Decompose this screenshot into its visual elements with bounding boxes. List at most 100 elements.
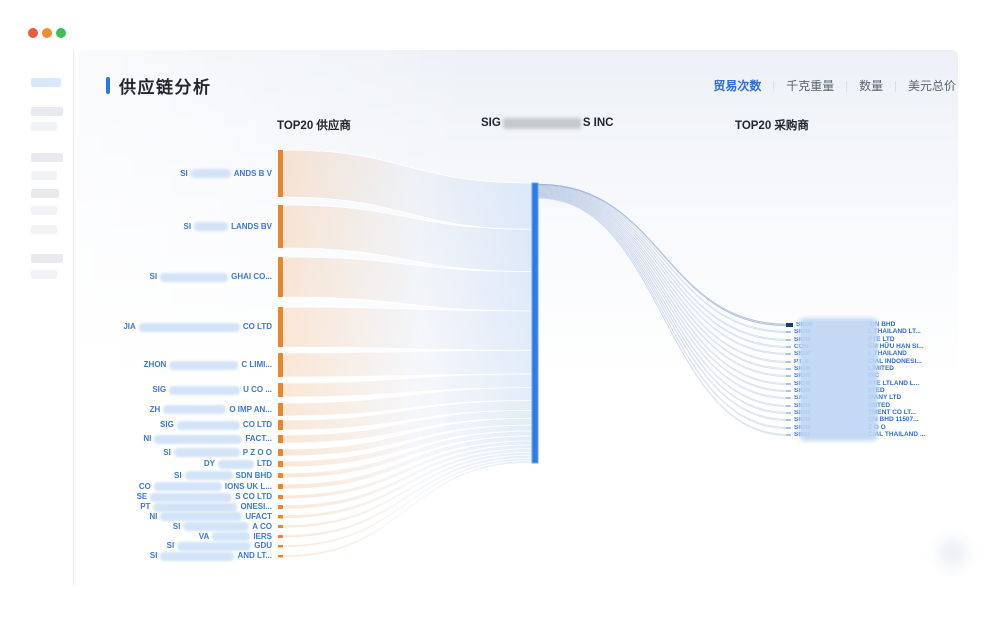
tab-metric-0[interactable]: 贸易次数 <box>713 79 762 93</box>
minimize-dot-icon[interactable] <box>42 28 52 38</box>
supplier-redaction-mask <box>218 459 255 469</box>
sidebar-item-1[interactable] <box>31 107 63 116</box>
supplier-node-bar-17[interactable] <box>278 535 283 538</box>
supplier-redaction-mask <box>160 272 229 282</box>
buyer-node-marker[interactable] <box>786 323 793 327</box>
supplier-label-17[interactable]: VA IERS <box>0 532 272 541</box>
supplier-node-bar-10[interactable] <box>278 461 283 467</box>
buyer-node-marker[interactable] <box>786 338 791 341</box>
supplier-label-prefix: SI <box>180 168 188 178</box>
supplier-node-bar-18[interactable] <box>278 545 283 548</box>
supplier-label-0[interactable]: SI ANDS B V <box>0 169 272 178</box>
supplier-label-3[interactable]: JIA CO LTD <box>0 322 272 332</box>
supplier-label-12[interactable]: CO IONS UK L... <box>0 482 272 491</box>
supplier-label-8[interactable]: NI FACT... <box>0 434 272 444</box>
buyer-node-marker[interactable] <box>786 411 791 414</box>
column-header-suppliers: TOP20 供应商 <box>277 120 351 132</box>
supplier-label-14[interactable]: PT ONESI... <box>0 502 272 512</box>
buyer-label-suffix: TMENT CO LT... <box>868 408 916 416</box>
supplier-label-prefix: SI <box>173 470 182 480</box>
buyer-node-marker[interactable] <box>786 418 791 421</box>
supplier-redaction-mask <box>183 522 250 531</box>
supplier-label-16[interactable]: SI A CO <box>0 522 272 531</box>
buyer-label-suffix: CIAL THAILAND ... <box>868 430 926 438</box>
buyer-node-marker[interactable] <box>786 389 791 392</box>
sidebar-item-9[interactable] <box>31 270 57 279</box>
supplier-node-bar-1[interactable] <box>278 205 283 248</box>
supplier-node-bar-11[interactable] <box>278 473 283 478</box>
close-dot-icon[interactable] <box>28 28 38 38</box>
supplier-redaction-mask <box>169 385 241 395</box>
buyer-node-marker[interactable] <box>786 330 791 333</box>
page-title: 供应链分析 <box>119 78 212 97</box>
supplier-label-6[interactable]: ZH O IMP AN... <box>0 405 272 414</box>
supplier-label-4[interactable]: ZHON C LIMI... <box>0 360 272 370</box>
supplier-redaction-mask <box>138 322 240 332</box>
supplier-node-bar-7[interactable] <box>278 420 283 430</box>
sidebar-item-4[interactable] <box>31 171 57 180</box>
flow-supplier-to-company <box>282 306 533 351</box>
supplier-node-bar-8[interactable] <box>278 435 283 443</box>
sidebar-item-7[interactable] <box>31 225 57 234</box>
buyer-node-marker[interactable] <box>786 382 791 385</box>
supplier-node-bar-5[interactable] <box>278 383 283 397</box>
window-controls <box>28 28 66 38</box>
supplier-redaction-mask <box>153 502 238 512</box>
buyer-node-marker[interactable] <box>786 374 791 377</box>
flow-company-to-buyer <box>537 197 789 436</box>
tab-metric-3[interactable]: 美元总价 <box>907 79 956 93</box>
supplier-node-bar-14[interactable] <box>278 505 283 509</box>
supplier-node-bar-2[interactable] <box>278 257 283 297</box>
supplier-node-bar-16[interactable] <box>278 525 283 528</box>
supplier-redaction-mask <box>190 169 231 178</box>
supplier-node-bar-6[interactable] <box>278 403 283 416</box>
supplier-node-bar-3[interactable] <box>278 307 283 347</box>
supplier-node-bar-12[interactable] <box>278 484 283 489</box>
buyer-node-marker[interactable] <box>786 360 791 363</box>
sidebar-item-2[interactable] <box>31 122 57 131</box>
supplier-label-suffix: SDN BHD <box>235 470 272 480</box>
maximize-dot-icon[interactable] <box>56 28 66 38</box>
supplier-node-bar-4[interactable] <box>278 353 283 377</box>
buyer-label-suffix: L THAILAND <box>868 349 907 357</box>
supplier-redaction-mask <box>176 420 240 430</box>
supplier-node-bar-0[interactable] <box>278 150 283 197</box>
buyer-node-marker[interactable] <box>786 433 791 436</box>
supplier-label-13[interactable]: SE S CO LTD <box>0 492 272 502</box>
supplier-label-prefix: SI <box>166 541 175 551</box>
supplier-label-11[interactable]: SI SDN BHD <box>0 471 272 480</box>
supplier-label-5[interactable]: SIG U CO ... <box>0 385 272 395</box>
supplier-node-bar-15[interactable] <box>278 515 283 519</box>
supplier-label-19[interactable]: SI AND LT... <box>0 551 272 561</box>
supplier-label-18[interactable]: SI GDU <box>0 541 272 551</box>
buyer-label-suffix: CIAL INDONESI... <box>868 357 922 365</box>
supplier-label-15[interactable]: NI UFACT <box>0 512 272 522</box>
buyer-node-marker[interactable] <box>786 404 791 407</box>
company-node-bar[interactable] <box>531 182 539 464</box>
supplier-label-10[interactable]: DY LTD <box>0 459 272 469</box>
supplier-node-bar-19[interactable] <box>278 555 283 558</box>
buyer-node-marker[interactable] <box>786 367 791 370</box>
supplier-label-9[interactable]: SI P Z O O <box>0 448 272 457</box>
buyer-node-marker[interactable] <box>786 396 791 399</box>
buyer-label-suffix: IMITED <box>868 401 891 409</box>
buyer-node-marker[interactable] <box>786 345 791 348</box>
buyer-node-marker[interactable] <box>786 426 791 429</box>
supplier-label-prefix: NI <box>143 434 152 443</box>
sidebar-item-0[interactable] <box>31 78 61 87</box>
buyer-node-marker[interactable] <box>786 352 791 355</box>
supplier-label-prefix: CO <box>138 481 151 491</box>
sidebar-item-3[interactable] <box>31 153 63 162</box>
flow-company-to-buyer <box>537 195 789 421</box>
sidebar-item-5[interactable] <box>31 189 59 198</box>
tab-metric-2[interactable]: 数量 <box>859 79 884 93</box>
supplier-label-1[interactable]: SI LANDS BV <box>0 222 272 231</box>
buyer-label-suffix: ON BHD 11507... <box>868 415 919 423</box>
tab-metric-1[interactable]: 千克重量 <box>786 79 835 93</box>
supplier-node-bar-9[interactable] <box>278 449 283 456</box>
supplier-label-2[interactable]: SI GHAI CO... <box>0 272 272 282</box>
supplier-node-bar-13[interactable] <box>278 495 283 499</box>
supplier-label-7[interactable]: SIG CO LTD <box>0 420 272 430</box>
sidebar-item-6[interactable] <box>31 206 57 215</box>
sidebar-item-8[interactable] <box>31 254 63 263</box>
